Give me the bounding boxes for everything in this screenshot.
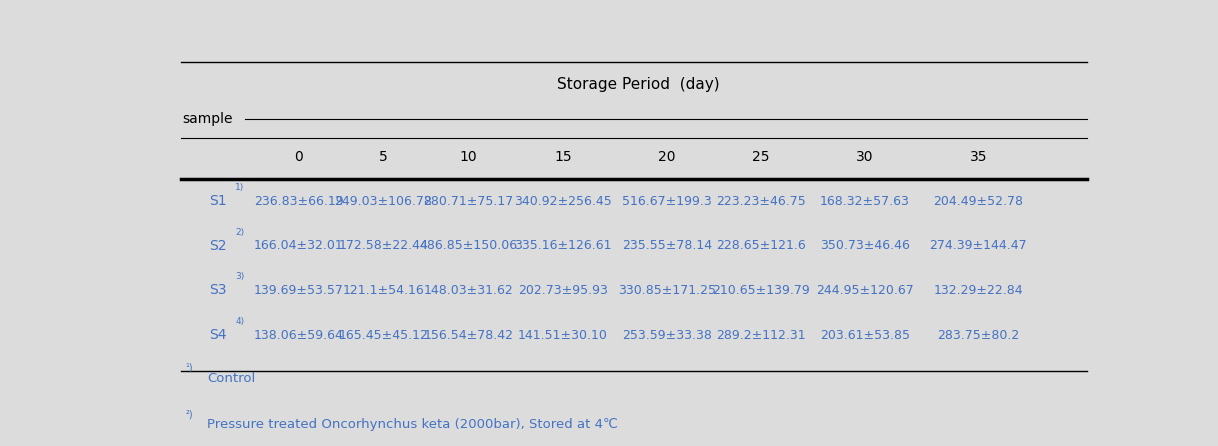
Text: S2: S2 [209, 239, 227, 253]
Text: 289.2±112.31: 289.2±112.31 [716, 329, 806, 342]
Text: 283.75±80.2: 283.75±80.2 [937, 329, 1019, 342]
Text: 15: 15 [554, 149, 571, 164]
Text: 335.16±126.61: 335.16±126.61 [514, 240, 611, 252]
Text: 165.45±45.12: 165.45±45.12 [339, 329, 429, 342]
Text: 141.51±30.10: 141.51±30.10 [518, 329, 608, 342]
Text: Pressure treated Oncorhynchus keta (2000bar), Stored at 4℃: Pressure treated Oncorhynchus keta (2000… [207, 418, 618, 431]
Text: 172.58±22.44: 172.58±22.44 [339, 240, 429, 252]
Text: 132.29±22.84: 132.29±22.84 [933, 284, 1023, 297]
Text: 204.49±52.78: 204.49±52.78 [933, 195, 1023, 208]
Text: S1: S1 [209, 194, 227, 208]
Text: 156.54±78.42: 156.54±78.42 [424, 329, 514, 342]
Text: 516.67±199.3: 516.67±199.3 [622, 195, 711, 208]
Text: 1): 1) [235, 183, 245, 192]
Text: 280.71±75.17: 280.71±75.17 [424, 195, 514, 208]
Text: 228.65±121.6: 228.65±121.6 [716, 240, 806, 252]
Text: 148.03±31.62: 148.03±31.62 [424, 284, 513, 297]
Text: Control: Control [207, 372, 256, 384]
Text: 10: 10 [459, 149, 477, 164]
Text: Storage Period  (day): Storage Period (day) [557, 77, 720, 92]
Text: 139.69±53.57: 139.69±53.57 [253, 284, 343, 297]
Text: 249.03±106.78: 249.03±106.78 [335, 195, 432, 208]
Text: S3: S3 [209, 284, 227, 297]
Text: 4): 4) [235, 317, 245, 326]
Text: 236.83±66.19: 236.83±66.19 [253, 195, 343, 208]
Text: 2): 2) [235, 227, 245, 236]
Text: sample: sample [183, 112, 233, 126]
Text: 203.61±53.85: 203.61±53.85 [820, 329, 910, 342]
Text: 168.32±57.63: 168.32±57.63 [820, 195, 910, 208]
Text: 30: 30 [856, 149, 873, 164]
Text: 3): 3) [235, 272, 245, 281]
Text: 20: 20 [658, 149, 676, 164]
Text: ²): ²) [185, 409, 192, 419]
Text: 330.85±171.25: 330.85±171.25 [618, 284, 716, 297]
Text: 340.92±256.45: 340.92±256.45 [514, 195, 611, 208]
Text: 486.85±150.06: 486.85±150.06 [419, 240, 518, 252]
Text: 274.39±144.47: 274.39±144.47 [929, 240, 1027, 252]
Text: 210.65±139.79: 210.65±139.79 [713, 284, 810, 297]
Text: 5: 5 [379, 149, 387, 164]
Text: S4: S4 [209, 328, 227, 342]
Text: 166.04±32.01: 166.04±32.01 [253, 240, 343, 252]
Text: ¹): ¹) [185, 363, 192, 373]
Text: 138.06±59.64: 138.06±59.64 [253, 329, 343, 342]
Text: 253.59±33.38: 253.59±33.38 [621, 329, 711, 342]
Text: 35: 35 [970, 149, 987, 164]
Text: 202.73±95.93: 202.73±95.93 [518, 284, 608, 297]
Text: 244.95±120.67: 244.95±120.67 [816, 284, 914, 297]
Text: 235.55±78.14: 235.55±78.14 [621, 240, 711, 252]
Text: 223.23±46.75: 223.23±46.75 [716, 195, 806, 208]
Text: 121.1±54.16: 121.1±54.16 [342, 284, 424, 297]
Text: 350.73±46.46: 350.73±46.46 [820, 240, 910, 252]
Text: 0: 0 [295, 149, 303, 164]
Text: 25: 25 [753, 149, 770, 164]
